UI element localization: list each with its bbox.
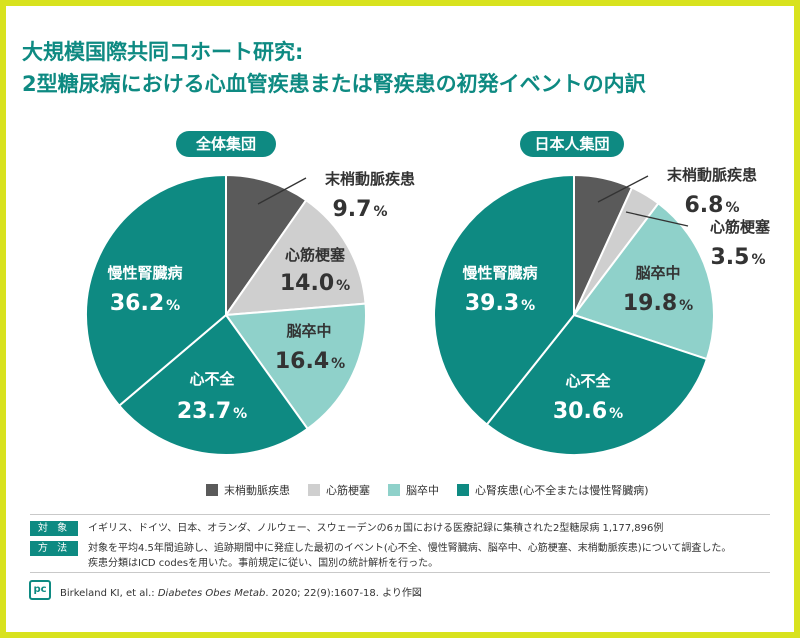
legend-label: 脳卒中 bbox=[406, 484, 439, 497]
legend-item-stroke: 脳卒中 bbox=[388, 482, 439, 498]
note-method-tag: 方 法 bbox=[30, 541, 78, 556]
slice-value-label: 16.4% bbox=[275, 349, 345, 374]
citation-journal: Diabetes Obes Metab bbox=[157, 588, 266, 599]
chart-title-japanese: 日本人集団 bbox=[520, 131, 624, 157]
title-line-1: 大規模国際共同コホート研究: bbox=[22, 40, 304, 64]
legend-item-peripheral: 末梢動脈疾患 bbox=[206, 482, 290, 498]
citation: Birkeland KI, et al.: Diabetes Obes Meta… bbox=[60, 584, 422, 599]
slice-value-label: 19.8% bbox=[623, 291, 693, 316]
slice-label: 心不全 bbox=[565, 372, 611, 390]
note-method: 方 法 対象を平均4.5年間追跡し、追跡期間中に発症した最初のイベント(心不全、… bbox=[30, 541, 731, 571]
slice-value-label: 30.6% bbox=[553, 399, 623, 424]
legend-item-cardiorenal: 心腎疾患(心不全または慢性腎臓病) bbox=[457, 482, 649, 498]
slice-value-label: 3.5% bbox=[710, 245, 765, 270]
title-line-2: 2型糖尿病における心血管疾患または腎疾患の初発イベントの内訳 bbox=[22, 72, 646, 96]
pie-slice bbox=[85, 173, 227, 408]
slice-value-label: 14.0% bbox=[280, 271, 350, 296]
slice-label: 心筋梗塞 bbox=[710, 218, 771, 236]
note-target: 対 象 イギリス、ドイツ、日本、オランダ、ノルウェー、スウェーデンの6ヵ国におけ… bbox=[30, 521, 663, 536]
slice-label: 末梢動脈疾患 bbox=[325, 170, 415, 188]
divider bbox=[30, 572, 770, 573]
note-method-text-2: 疾患分類はICD codesを用いた。事前規定に従い、国別の統計解析を行った。 bbox=[88, 558, 439, 569]
slice-label: 脳卒中 bbox=[635, 264, 680, 282]
citation-rest: . 2020; 22(9):1607-18. より作図 bbox=[265, 588, 422, 599]
pie-slice bbox=[225, 173, 308, 319]
legend-label: 心筋梗塞 bbox=[326, 484, 370, 497]
legend: 末梢動脈疾患 心筋梗塞 脳卒中 心腎疾患(心不全または慢性腎臓病) bbox=[206, 480, 667, 500]
pie-slice bbox=[433, 173, 575, 426]
legend-swatch bbox=[457, 484, 469, 496]
slice-label: 慢性腎臓病 bbox=[107, 264, 182, 282]
note-method-text-1: 対象を平均4.5年間追跡し、追跡期間中に発症した最初のイベント(心不全、慢性腎臓… bbox=[88, 543, 732, 554]
page-title: 大規模国際共同コホート研究: 2型糖尿病における心血管疾患または腎疾患の初発イベ… bbox=[22, 36, 646, 100]
slice-value-label: 39.3% bbox=[465, 291, 535, 316]
leader-line bbox=[625, 211, 689, 227]
citation-authors: Birkeland KI, et al.: bbox=[60, 588, 158, 599]
slice-label: 脳卒中 bbox=[286, 322, 331, 340]
slice-label: 心不全 bbox=[189, 370, 235, 388]
pie-slice bbox=[485, 313, 709, 456]
legend-item-mi: 心筋梗塞 bbox=[308, 482, 370, 498]
slice-label: 慢性腎臓病 bbox=[462, 264, 537, 282]
leader-line bbox=[257, 177, 307, 205]
chart-title-overall: 全体集団 bbox=[176, 131, 276, 157]
legend-label: 末梢動脈疾患 bbox=[224, 484, 290, 497]
slice-value-label: 6.8% bbox=[684, 193, 739, 218]
pie-slice bbox=[117, 313, 309, 456]
legend-swatch bbox=[206, 484, 218, 496]
legend-label: 心腎疾患(心不全または慢性腎臓病) bbox=[475, 484, 649, 497]
pie-charts: 末梢動脈疾患 9.7 % 心筋梗塞 14.0 % 脳卒中 16.4 % 心不全 23.7 % 慢性腎臓病… bbox=[85, 166, 771, 456]
legend-swatch bbox=[388, 484, 400, 496]
pie-slice bbox=[572, 201, 715, 361]
slice-value-label: 36.2% bbox=[110, 291, 180, 316]
pc-logo: pc bbox=[29, 580, 51, 600]
divider bbox=[30, 514, 770, 515]
pie-slice bbox=[224, 302, 367, 431]
slice-label: 心筋梗塞 bbox=[285, 246, 346, 264]
slice-label: 末梢動脈疾患 bbox=[667, 166, 757, 184]
leader-line bbox=[597, 175, 649, 203]
slice-value-label: 9.7% bbox=[332, 197, 387, 222]
pie-slice bbox=[223, 198, 367, 317]
note-target-tag: 対 象 bbox=[30, 521, 78, 536]
legend-swatch bbox=[308, 484, 320, 496]
note-target-text: イギリス、ドイツ、日本、オランダ、ノルウェー、スウェーデンの6ヵ国における医療記… bbox=[88, 523, 664, 534]
slice-value-label: 23.7% bbox=[177, 399, 247, 424]
